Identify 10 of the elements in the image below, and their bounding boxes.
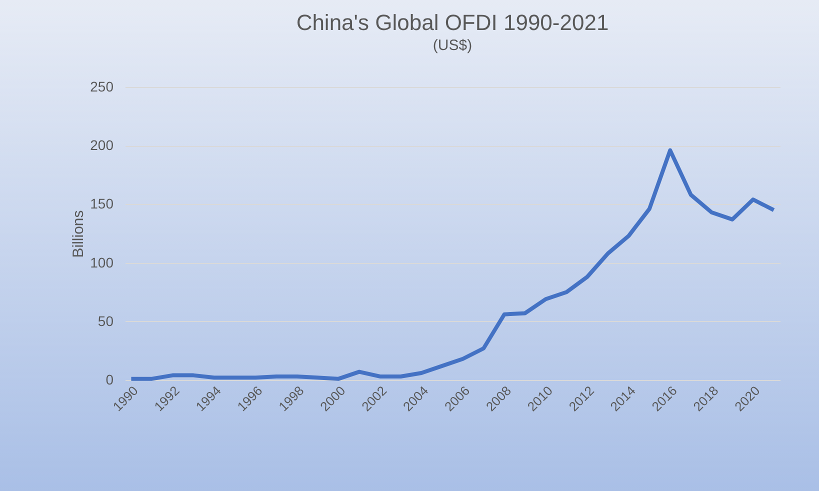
y-tick-label: 50: [98, 312, 114, 329]
y-tick-label: 100: [90, 254, 114, 270]
y-tick-label: 250: [90, 78, 114, 94]
chart-title: China's Global OFDI 1990-2021: [296, 10, 609, 35]
chart-subtitle: (US$): [432, 37, 472, 54]
line-series: [129, 148, 776, 381]
y-tick-label: 150: [90, 196, 114, 212]
y-axis-title: Billions: [70, 210, 88, 258]
y-tick-label: 0: [106, 372, 114, 388]
y-tick-label: 200: [90, 137, 114, 154]
